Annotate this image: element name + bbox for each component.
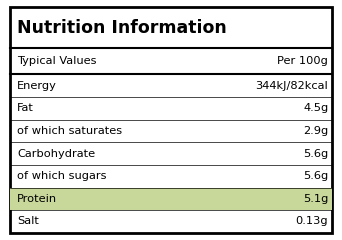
Text: of which saturates: of which saturates	[17, 126, 122, 136]
Text: 5.6g: 5.6g	[303, 171, 328, 181]
Text: Per 100g: Per 100g	[277, 56, 328, 66]
Bar	[10, 187, 332, 210]
Text: 0.13g: 0.13g	[296, 216, 328, 227]
Text: Carbohydrate: Carbohydrate	[17, 149, 95, 159]
Text: 5.6g: 5.6g	[303, 149, 328, 159]
Text: 5.1g: 5.1g	[303, 194, 328, 204]
Text: 2.9g: 2.9g	[303, 126, 328, 136]
Text: 4.5g: 4.5g	[303, 103, 328, 113]
Text: Fat: Fat	[17, 103, 34, 113]
Text: 344kJ/82kcal: 344kJ/82kcal	[255, 81, 328, 91]
Text: Protein: Protein	[17, 194, 57, 204]
Text: Typical Values: Typical Values	[17, 56, 96, 66]
Text: Nutrition Information: Nutrition Information	[17, 19, 227, 36]
Text: of which sugars: of which sugars	[17, 171, 107, 181]
Text: Energy: Energy	[17, 81, 57, 91]
Text: Salt: Salt	[17, 216, 39, 227]
